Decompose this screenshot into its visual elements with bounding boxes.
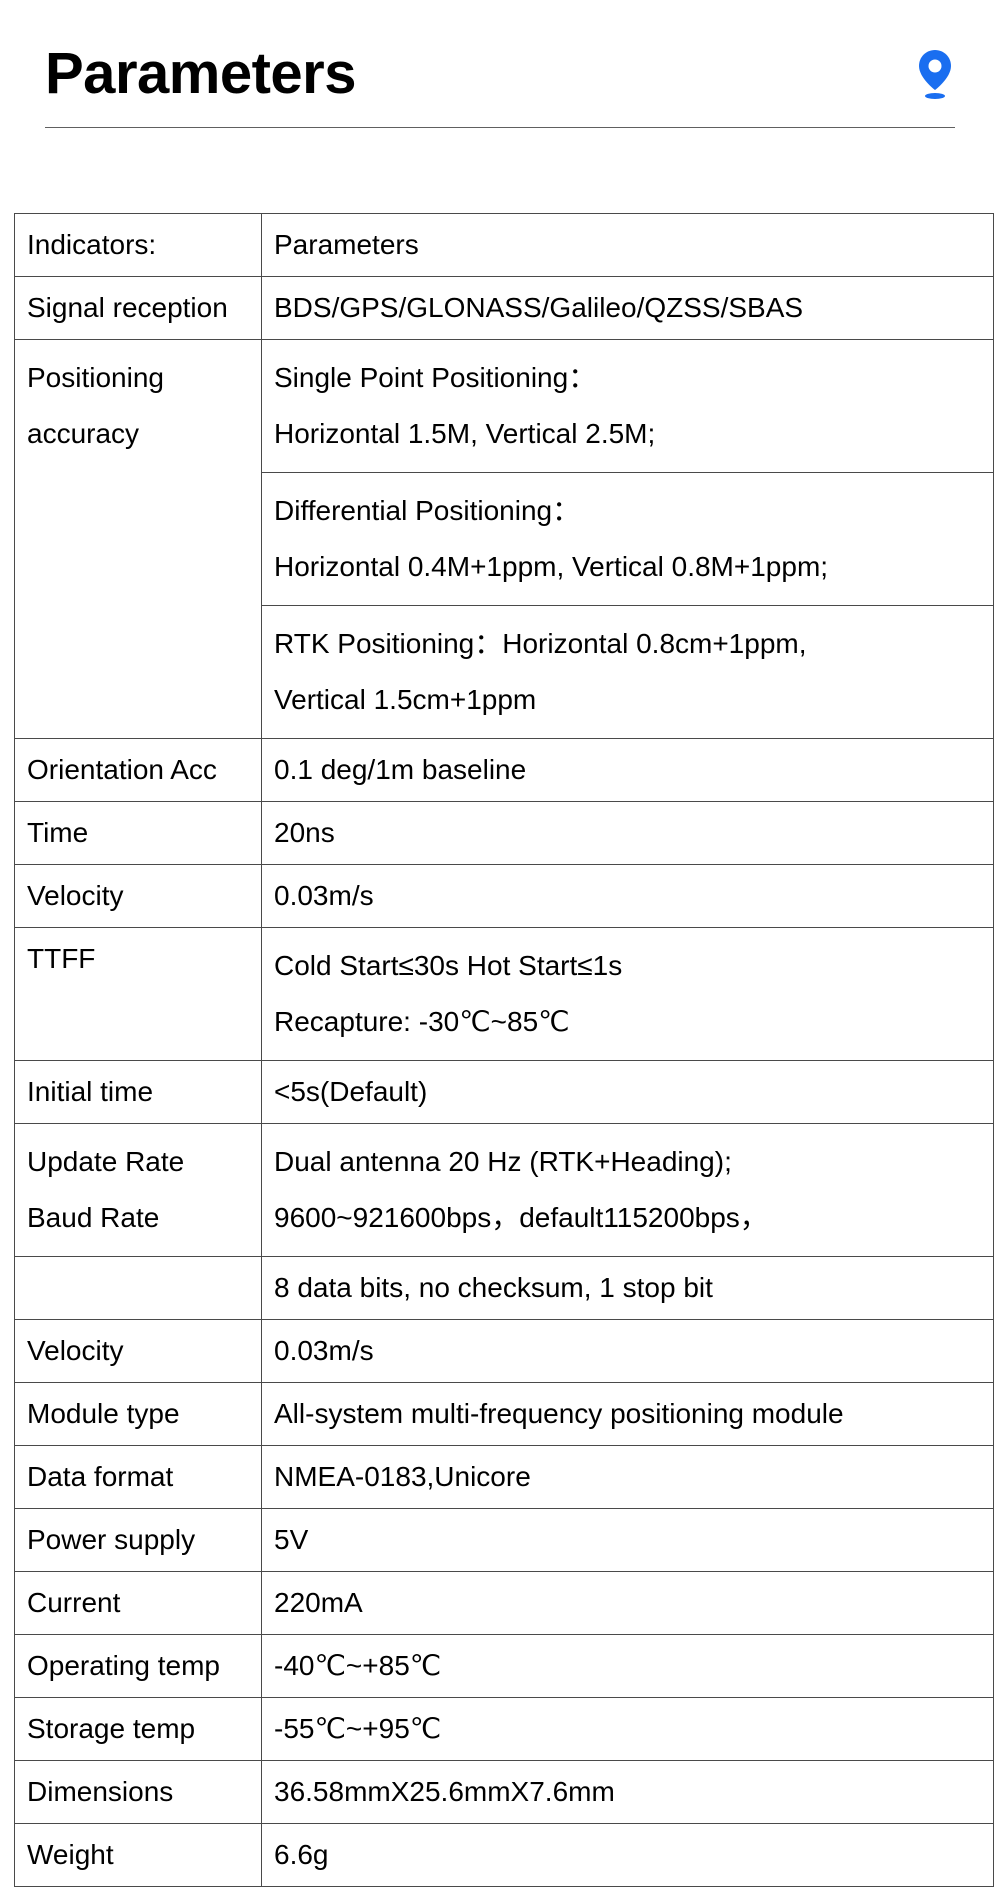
- table-row: Weight 6.6g: [15, 1824, 994, 1887]
- table-row: 8 data bits, no checksum, 1 stop bit: [15, 1257, 994, 1320]
- cell-value: 20ns: [262, 802, 994, 865]
- cell-value: 8 data bits, no checksum, 1 stop bit: [262, 1257, 994, 1320]
- cell-value: 0.1 deg/1m baseline: [262, 739, 994, 802]
- table-row: Module type All-system multi-frequency p…: [15, 1383, 994, 1446]
- table-row: Signal reception BDS/GPS/GLONASS/Galileo…: [15, 277, 994, 340]
- cell-value: Differential Positioning： Horizontal 0.4…: [262, 473, 994, 606]
- cell-value: All-system multi-frequency positioning m…: [262, 1383, 994, 1446]
- cell-value: <5s(Default): [262, 1061, 994, 1124]
- cell-label: Signal reception: [15, 277, 262, 340]
- cell-value: 220mA: [262, 1572, 994, 1635]
- table-row: Dimensions 36.58mmX25.6mmX7.6mm: [15, 1761, 994, 1824]
- location-pin-icon: [915, 48, 955, 100]
- cell-value: BDS/GPS/GLONASS/Galileo/QZSS/SBAS: [262, 277, 994, 340]
- cell-label: Velocity: [15, 1320, 262, 1383]
- cell-label: Time: [15, 802, 262, 865]
- table-row: Current 220mA: [15, 1572, 994, 1635]
- cell-label: Orientation Acc: [15, 739, 262, 802]
- cell-label: Power supply: [15, 1509, 262, 1572]
- cell-value: 0.03m/s: [262, 865, 994, 928]
- cell-value: Dual antenna 20 Hz (RTK+Heading); 9600~9…: [262, 1124, 994, 1257]
- cell-label: Update Rate Baud Rate: [15, 1124, 262, 1257]
- table-row: Update Rate Baud Rate Dual antenna 20 Hz…: [15, 1124, 994, 1257]
- cell-value: NMEA-0183,Unicore: [262, 1446, 994, 1509]
- cell-value: RTK Positioning：Horizontal 0.8cm+1ppm, V…: [262, 606, 994, 739]
- cell-label: Velocity: [15, 865, 262, 928]
- table-row: Positioning accuracy Single Point Positi…: [15, 340, 994, 473]
- cell-value: Parameters: [262, 214, 994, 277]
- header-divider: [45, 127, 955, 128]
- cell-label: Positioning accuracy: [15, 340, 262, 739]
- cell-label: Data format: [15, 1446, 262, 1509]
- table-row: Storage temp -55℃~+95℃: [15, 1698, 994, 1761]
- cell-label: Storage temp: [15, 1698, 262, 1761]
- cell-value: -40℃~+85℃: [262, 1635, 994, 1698]
- table-row: Indicators: Parameters: [15, 214, 994, 277]
- cell-label: Operating temp: [15, 1635, 262, 1698]
- cell-label: Module type: [15, 1383, 262, 1446]
- table-row: Orientation Acc 0.1 deg/1m baseline: [15, 739, 994, 802]
- table-row: Initial time <5s(Default): [15, 1061, 994, 1124]
- table-row: Power supply 5V: [15, 1509, 994, 1572]
- cell-value: Cold Start≤30s Hot Start≤1s Recapture: -…: [262, 928, 994, 1061]
- page-title: Parameters: [45, 40, 356, 107]
- table-row: Velocity 0.03m/s: [15, 865, 994, 928]
- cell-value: 6.6g: [262, 1824, 994, 1887]
- table-row: Operating temp -40℃~+85℃: [15, 1635, 994, 1698]
- cell-value: 5V: [262, 1509, 994, 1572]
- cell-value: Single Point Positioning： Horizontal 1.5…: [262, 340, 994, 473]
- cell-value: 0.03m/s: [262, 1320, 994, 1383]
- cell-value: 36.58mmX25.6mmX7.6mm: [262, 1761, 994, 1824]
- cell-label: TTFF: [15, 928, 262, 1061]
- cell-label: Dimensions: [15, 1761, 262, 1824]
- table-row: Time 20ns: [15, 802, 994, 865]
- cell-label: Initial time: [15, 1061, 262, 1124]
- table-row: Velocity 0.03m/s: [15, 1320, 994, 1383]
- cell-label: Current: [15, 1572, 262, 1635]
- parameters-table: Indicators: Parameters Signal reception …: [14, 213, 994, 1887]
- cell-label: [15, 1257, 262, 1320]
- cell-value: -55℃~+95℃: [262, 1698, 994, 1761]
- table-row: Data format NMEA-0183,Unicore: [15, 1446, 994, 1509]
- cell-label: Indicators:: [15, 214, 262, 277]
- table-row: TTFF Cold Start≤30s Hot Start≤1s Recaptu…: [15, 928, 994, 1061]
- page-header: Parameters: [0, 0, 1000, 127]
- cell-label: Weight: [15, 1824, 262, 1887]
